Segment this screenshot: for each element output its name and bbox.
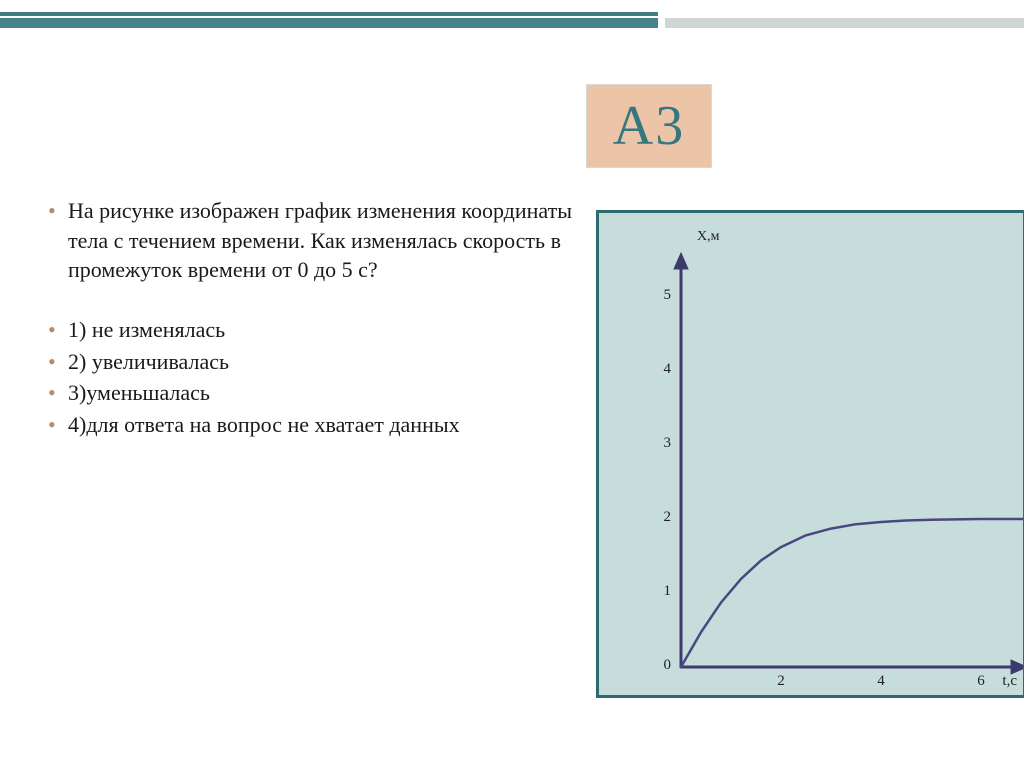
question-badge: А3: [586, 84, 712, 168]
x-tick-label: 6: [971, 673, 991, 690]
answer-option: 2) увеличивалась: [44, 347, 580, 377]
answer-option: 4)для ответа на вопрос не хватает данных: [44, 410, 580, 440]
x-axis-title: t,с: [1002, 673, 1017, 690]
y-tick-label: 3: [651, 435, 671, 452]
question-block: На рисунке изображен график изменения ко…: [44, 196, 580, 442]
answer-options: 1) не изменялась 2) увеличивалась 3)умен…: [44, 315, 580, 440]
chart-svg: [599, 213, 1024, 698]
y-tick-label: 2: [651, 509, 671, 526]
top-rule-thick-right: [665, 18, 1024, 28]
y-tick-label: 4: [651, 361, 671, 378]
answer-option: 3)уменьшалась: [44, 378, 580, 408]
question-prompt: На рисунке изображен график изменения ко…: [44, 196, 580, 285]
answer-option: 1) не изменялась: [44, 315, 580, 345]
top-rule-thin: [0, 12, 658, 16]
top-rule-thick-left: [0, 18, 658, 28]
y-tick-label: 1: [651, 583, 671, 600]
chart-panel: X,м 012345246 t,с: [596, 210, 1024, 698]
y-tick-label: 5: [651, 287, 671, 304]
x-tick-label: 4: [871, 673, 891, 690]
question-badge-label: А3: [613, 94, 685, 158]
x-tick-label: 2: [771, 673, 791, 690]
y-tick-label: 0: [651, 657, 671, 674]
